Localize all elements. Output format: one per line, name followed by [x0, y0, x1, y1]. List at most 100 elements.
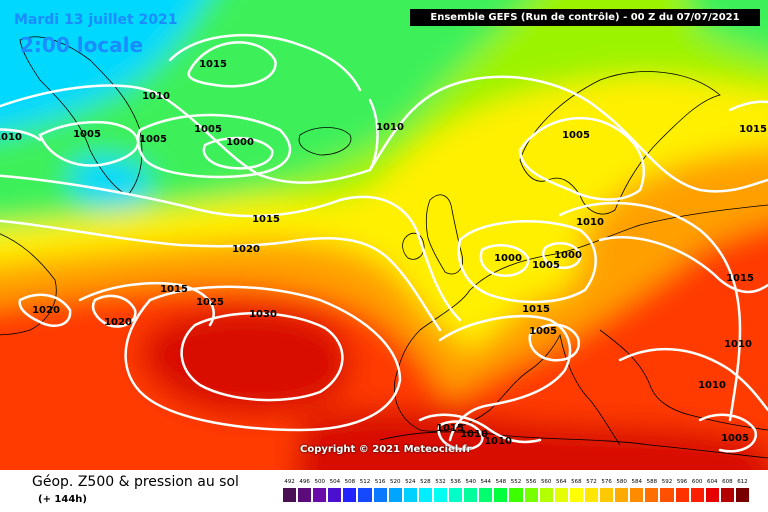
isobar-1005-low: [457, 220, 597, 304]
scale-label: 536: [450, 479, 461, 485]
isobar-1020-a: [0, 219, 442, 332]
scale-swatch: [449, 488, 463, 502]
scale-label: 584: [631, 479, 643, 485]
scale-swatch: [675, 488, 689, 502]
scale-label: 592: [661, 479, 673, 485]
isobar-1010-africa: [418, 413, 542, 444]
isobar-labels: 1015101010101005100510051000101010051015…: [0, 59, 767, 447]
scale-label: 564: [556, 479, 567, 485]
isobar-1015-east: [598, 236, 768, 294]
color-scale: 492 496 500 504 508 512 516 520 524 528 532 536 540 5…: [282, 478, 750, 508]
isobar-1005-south: [528, 323, 581, 362]
isobar-label: 1010: [484, 436, 512, 447]
lead-time: (+ 144h): [38, 494, 87, 505]
isobar-label: 1010: [724, 339, 752, 350]
scale-swatch: [298, 488, 312, 502]
isobar-1000-low: [479, 244, 530, 277]
isobar-label: 1010: [376, 122, 404, 133]
scale-label: 596: [676, 479, 688, 485]
isobar-label: 1015: [436, 423, 464, 434]
scale-swatch: [464, 488, 478, 502]
isobar-label: 1005: [562, 130, 590, 141]
isobar-label: 1005: [73, 129, 101, 140]
scale-label: 492: [284, 479, 295, 485]
isobar-label: 1015: [252, 214, 280, 225]
scale-swatch: [343, 488, 357, 502]
scale-label: 548: [495, 479, 507, 485]
scale-label: 540: [465, 479, 476, 485]
scale-swatch: [569, 488, 583, 502]
isobar-1025: [124, 285, 402, 432]
isobar-label: 1010: [698, 380, 726, 391]
isobar-1010-east: [558, 201, 742, 422]
scale-swatch: [433, 488, 448, 502]
scale-swatch: [615, 488, 629, 502]
scale-label: 604: [707, 479, 718, 485]
scale-label: 572: [586, 479, 597, 485]
scale-swatch: [720, 488, 734, 502]
isobar-1015-ne: [728, 100, 768, 112]
scale-swatch: [705, 488, 719, 502]
isobar-label: 1005: [194, 124, 222, 135]
geopotential-field: [0, 0, 768, 470]
scale-label: 500: [314, 479, 325, 485]
scale-swatch: [403, 488, 417, 502]
scale-swatch: [328, 488, 342, 502]
isobar-label: 1015: [160, 284, 188, 295]
coast-ireland: [402, 232, 425, 260]
scale-label: 568: [571, 479, 582, 485]
scale-swatch: [313, 488, 327, 502]
isobar-label: 1005: [532, 260, 560, 271]
scale-swatch: [690, 488, 704, 502]
scale-label: 560: [540, 479, 552, 485]
scale-swatch: [600, 488, 614, 502]
isobar-1020-b: [18, 293, 72, 327]
isobar-label: 1005: [139, 134, 167, 145]
isobar-label: 1000: [554, 250, 582, 261]
coast-scandinavia: [519, 71, 721, 215]
isobar-1015-c: [0, 174, 462, 322]
scale-label: 580: [616, 479, 627, 485]
map-title: Géop. Z500 & pression au sol: [32, 474, 239, 490]
weather-map: 1015101010101005100510051000101010051015…: [0, 0, 768, 470]
footer: Géop. Z500 & pression au sol (+ 144h) 49…: [0, 470, 768, 512]
scale-swatch: [373, 488, 387, 502]
scale-label: 512: [359, 479, 371, 485]
isobar-1000-east: [541, 241, 582, 269]
scale-swatch: [660, 488, 674, 502]
isobar-1015-south: [438, 314, 572, 442]
scale-label: 508: [344, 479, 356, 485]
isobar-label: 1025: [196, 297, 224, 308]
scale-swatch: [584, 488, 599, 502]
field-yellow-low: [459, 221, 582, 300]
isobar-label: 1005: [529, 326, 557, 337]
scale-swatch: [418, 488, 432, 502]
isobar-1010-southeast: [618, 347, 768, 412]
isobars: [0, 33, 768, 453]
isobar-label: 1015: [199, 59, 227, 70]
scale-label: 520: [389, 479, 401, 485]
isobar-1005-a: [38, 121, 140, 167]
field-darkred-south: [295, 408, 768, 470]
scale-swatch: [283, 488, 297, 502]
isobar-1010-far-se: [698, 413, 757, 453]
scale-label: 496: [299, 479, 310, 485]
scale-swatch: [479, 488, 493, 502]
isobar-1005-b: [136, 113, 292, 179]
isobar-label: 1000: [494, 253, 522, 264]
isobar-label: 1015: [739, 124, 767, 135]
isobar-label: 1010: [142, 91, 170, 102]
scale-swatch: [509, 488, 523, 502]
coast-canada: [0, 233, 57, 336]
isobar-label: 1030: [249, 309, 277, 320]
isobar-1030: [180, 312, 344, 402]
coast-iceland: [298, 127, 352, 156]
coast-britain: [425, 194, 463, 275]
copyright-notice: Copyright © 2021 Meteociel.fr: [300, 444, 472, 455]
isobar-1010-b: [368, 75, 768, 193]
scale-label: 608: [722, 479, 733, 485]
isobar-1015-d: [78, 281, 215, 327]
isobar-1010-west: [0, 128, 42, 142]
run-info-header: Ensemble GEFS (Run de contrôle) - 00 Z d…: [410, 9, 760, 26]
